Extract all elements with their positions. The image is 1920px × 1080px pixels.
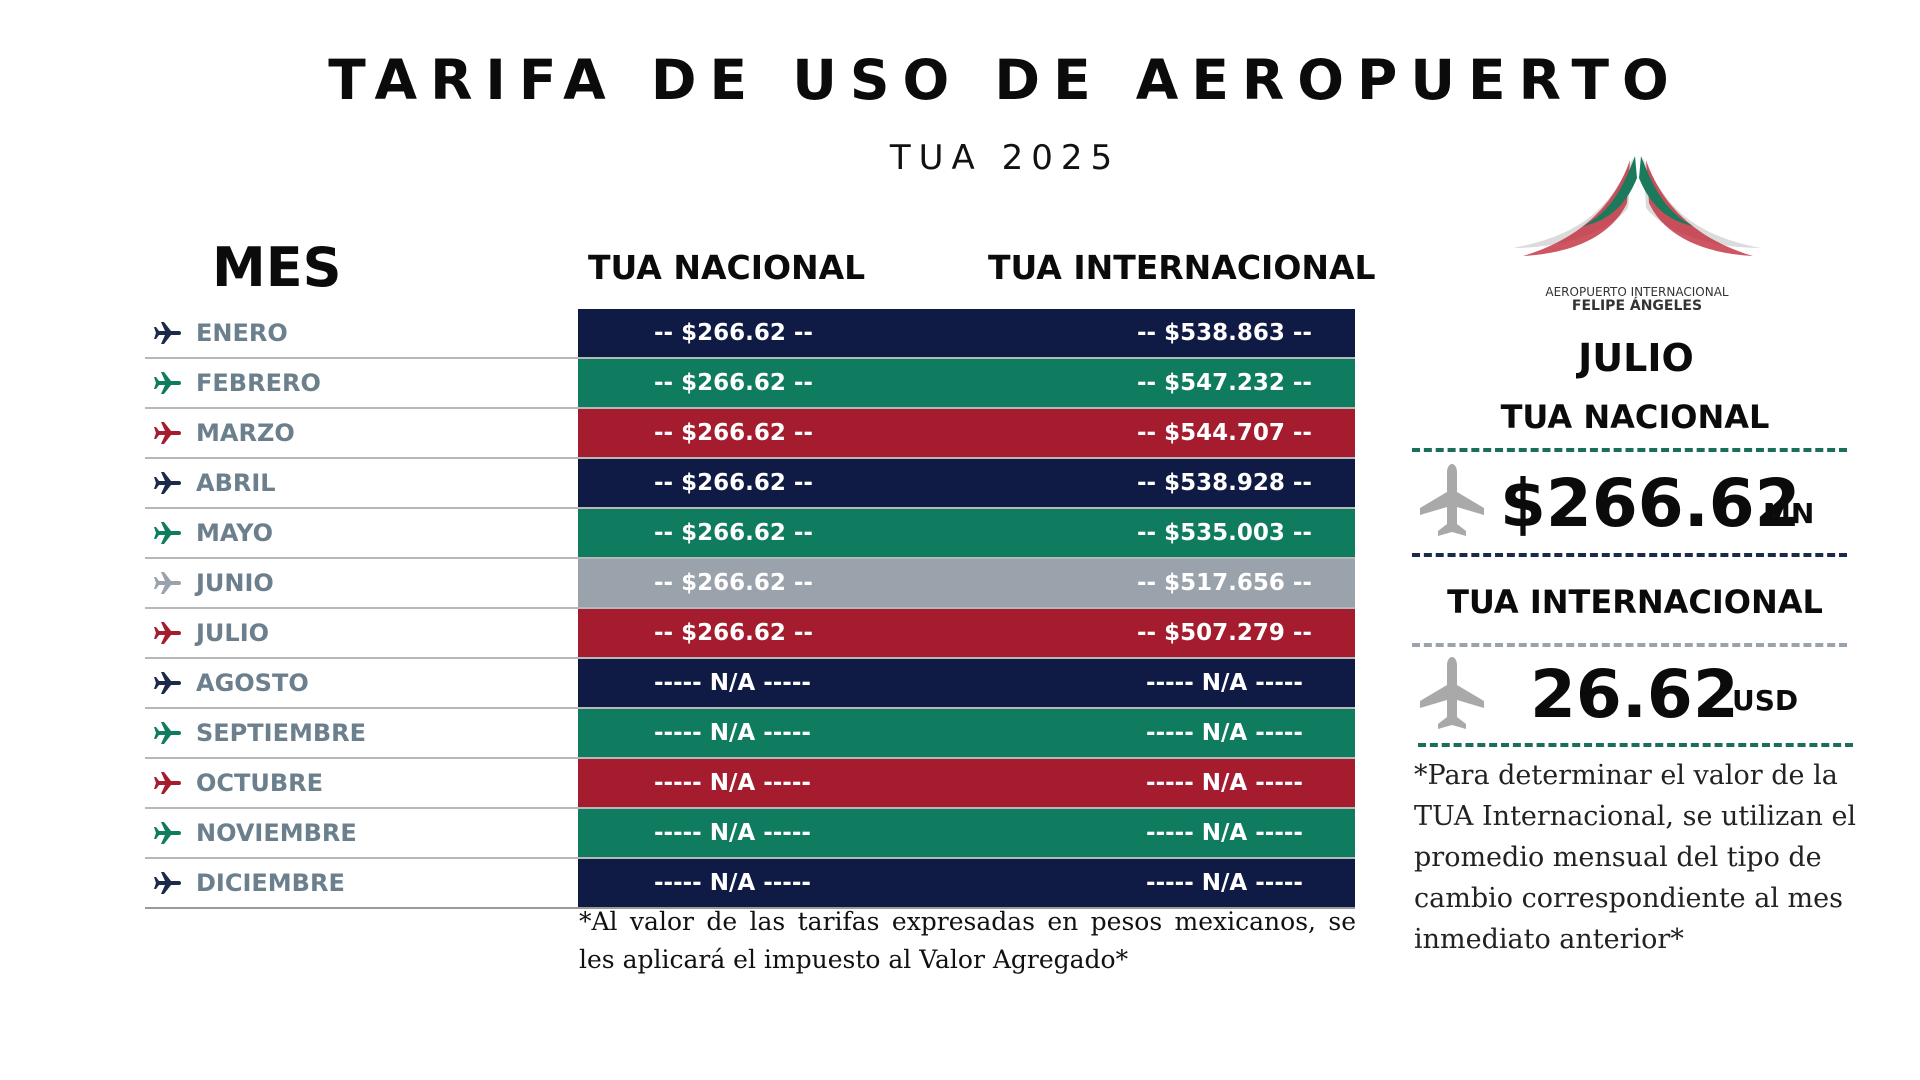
page-title: TARIFA DE USO DE AEROPUERTO — [328, 48, 1682, 112]
table-row: NOVIEMBRE ----- N/A ----- ----- N/A ----- — [145, 809, 1355, 859]
month-label: OCTUBRE — [196, 769, 324, 797]
table-row: DICIEMBRE ----- N/A ----- ----- N/A ----- — [145, 859, 1355, 909]
month-label: DICIEMBRE — [196, 869, 345, 897]
airplane-icon — [145, 820, 190, 846]
tua-internacional-cell: ----- N/A ----- — [1146, 720, 1303, 746]
month-label: ABRIL — [196, 469, 276, 497]
logo-text-line2: FELIPE ÁNGELES — [1571, 298, 1703, 314]
month-label: SEPTIEMBRE — [196, 719, 367, 747]
tua-nacional-cell: ----- N/A ----- — [654, 770, 811, 796]
month-label: NOVIEMBRE — [196, 819, 357, 847]
table-row: ABRIL -- $266.62 -- -- $538.928 -- — [145, 459, 1355, 509]
month-label: MAYO — [196, 519, 274, 547]
column-header-mes: MES — [212, 236, 342, 299]
airplane-icon — [145, 470, 190, 496]
month-cell: ABRIL — [145, 459, 578, 507]
divider — [1418, 743, 1853, 747]
month-cell: ENERO — [145, 309, 578, 357]
tua-nacional-cell: -- $266.62 -- — [654, 420, 813, 446]
column-header-internacional: TUA INTERNACIONAL — [988, 248, 1376, 287]
tua-nacional-cell: ----- N/A ----- — [654, 870, 811, 896]
month-cell: SEPTIEMBRE — [145, 709, 578, 757]
tariff-table: ENERO -- $266.62 -- -- $538.863 -- FEBRERO -… — [145, 309, 1355, 909]
month-label: ENERO — [196, 319, 288, 347]
tua-nacional-cell: -- $266.62 -- — [654, 570, 813, 596]
table-row: OCTUBRE ----- N/A ----- ----- N/A ----- — [145, 759, 1355, 809]
tua-internacional-cell: ----- N/A ----- — [1146, 770, 1303, 796]
month-cell: MAYO — [145, 509, 578, 557]
airport-logo — [1513, 156, 1761, 256]
divider — [1412, 643, 1847, 647]
divider — [1412, 553, 1847, 557]
tua-internacional-cell: -- $544.707 -- — [1137, 420, 1312, 446]
column-header-nacional: TUA NACIONAL — [588, 248, 866, 287]
airplane-icon — [145, 320, 190, 346]
airplane-icon — [145, 570, 190, 596]
tua-internacional-cell: ----- N/A ----- — [1146, 870, 1303, 896]
month-cell: OCTUBRE — [145, 759, 578, 807]
panel-nacional-unit: MN — [1763, 497, 1815, 530]
panel-nacional-label: TUA NACIONAL — [1500, 398, 1770, 436]
table-row: MARZO -- $266.62 -- -- $544.707 -- — [145, 409, 1355, 459]
tua-internacional-cell: -- $535.003 -- — [1137, 520, 1312, 546]
tua-nacional-cell: ----- N/A ----- — [654, 670, 811, 696]
airplane-icon — [145, 770, 190, 796]
airplane-icon — [145, 520, 190, 546]
tua-internacional-cell: ----- N/A ----- — [1146, 670, 1303, 696]
divider — [1412, 448, 1847, 452]
airplane-icon — [145, 370, 190, 396]
page-subtitle: TUA 2025 — [889, 138, 1121, 178]
month-cell: FEBRERO — [145, 359, 578, 407]
tua-internacional-cell: -- $547.232 -- — [1137, 370, 1312, 396]
tua-internacional-cell: -- $538.863 -- — [1137, 320, 1312, 346]
month-cell: JULIO — [145, 609, 578, 657]
month-label: MARZO — [196, 419, 295, 447]
table-row: MAYO -- $266.62 -- -- $535.003 -- — [145, 509, 1355, 559]
tua-nacional-cell: -- $266.62 -- — [654, 520, 813, 546]
logo-text-line1: AEROPUERTO INTERNACIONAL — [1545, 285, 1729, 299]
month-cell: NOVIEMBRE — [145, 809, 578, 857]
tua-internacional-cell: -- $507.279 -- — [1137, 620, 1312, 646]
panel-internacional-label: TUA INTERNACIONAL — [1447, 583, 1823, 621]
tua-nacional-cell: -- $266.62 -- — [654, 470, 813, 496]
month-label: JUNIO — [196, 569, 274, 597]
airplane-icon — [1420, 464, 1484, 536]
table-row: JUNIO -- $266.62 -- -- $517.656 -- — [145, 559, 1355, 609]
month-cell: JUNIO — [145, 559, 578, 607]
table-row: SEPTIEMBRE ----- N/A ----- ----- N/A ----- — [145, 709, 1355, 759]
month-label: JULIO — [196, 619, 270, 647]
tua-nacional-cell: -- $266.62 -- — [654, 320, 813, 346]
airplane-icon — [145, 870, 190, 896]
table-row: AGOSTO ----- N/A ----- ----- N/A ----- — [145, 659, 1355, 709]
panel-internacional-value: 26.62 — [1530, 656, 1739, 733]
month-label: FEBRERO — [196, 369, 321, 397]
table-row: FEBRERO -- $266.62 -- -- $547.232 -- — [145, 359, 1355, 409]
month-cell: DICIEMBRE — [145, 859, 578, 907]
tax-note: *Al valor de las tarifas expresadas en p… — [579, 907, 1356, 974]
month-label: AGOSTO — [196, 669, 309, 697]
tua-nacional-cell: ----- N/A ----- — [654, 820, 811, 846]
tua-nacional-cell: ----- N/A ----- — [654, 720, 811, 746]
panel-nacional-value: $266.62 — [1500, 465, 1801, 542]
airplane-icon — [1420, 657, 1484, 729]
tua-internacional-cell: -- $538.928 -- — [1137, 470, 1312, 496]
airplane-icon — [145, 420, 190, 446]
month-cell: AGOSTO — [145, 659, 578, 707]
airplane-icon — [145, 670, 190, 696]
current-month: JULIO — [1578, 336, 1694, 380]
table-row: ENERO -- $266.62 -- -- $538.863 -- — [145, 309, 1355, 359]
airplane-icon — [145, 720, 190, 746]
tua-internacional-cell: ----- N/A ----- — [1146, 820, 1303, 846]
tua-nacional-cell: -- $266.62 -- — [654, 370, 813, 396]
tua-nacional-cell: -- $266.62 -- — [654, 620, 813, 646]
month-cell: MARZO — [145, 409, 578, 457]
tua-internacional-cell: -- $517.656 -- — [1137, 570, 1312, 596]
airplane-icon — [145, 620, 190, 646]
panel-internacional-unit: USD — [1732, 684, 1799, 717]
table-row: JULIO -- $266.62 -- -- $507.279 -- — [145, 609, 1355, 659]
exchange-rate-note: *Para determinar el valor de la TUA Inte… — [1414, 760, 1857, 955]
